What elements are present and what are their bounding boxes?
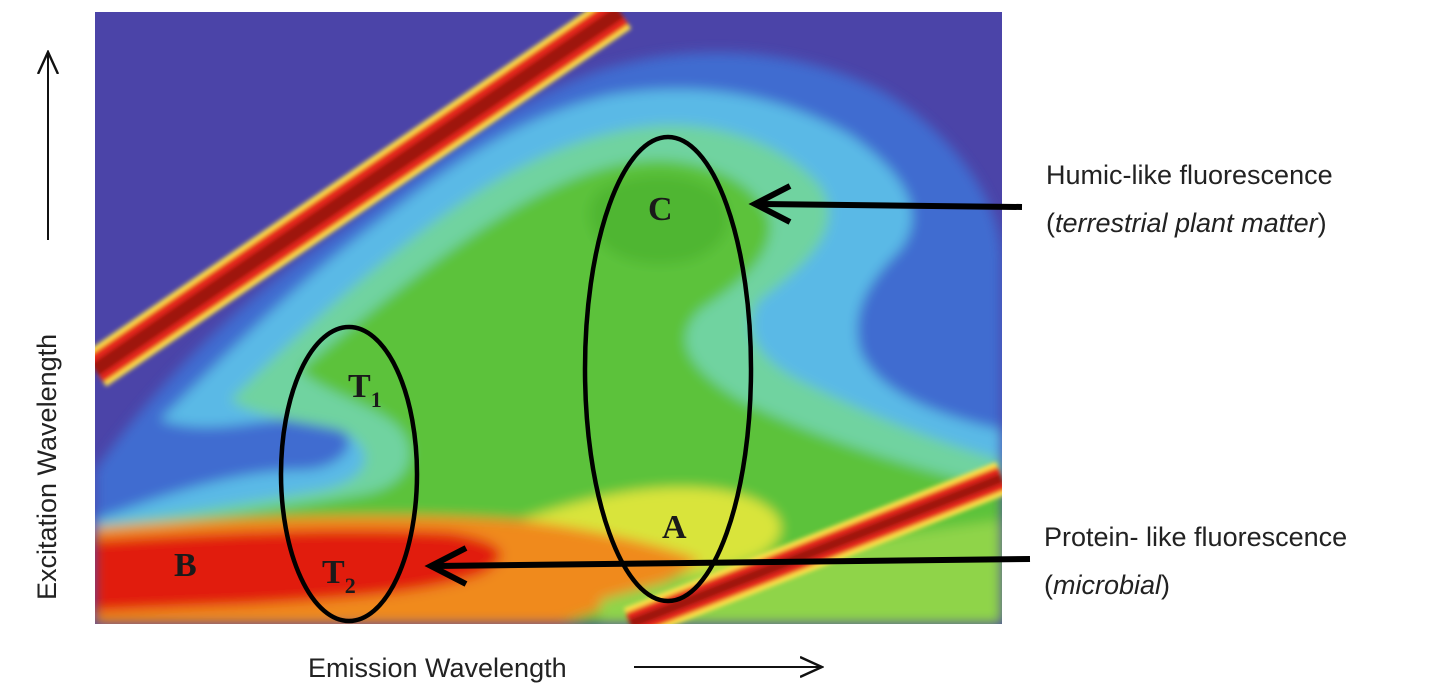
protein-annotation-line1: Protein- like fluorescence — [1044, 522, 1347, 552]
heatmap-plot — [95, 12, 1002, 624]
peak-b-label: B — [174, 547, 197, 584]
ellipse-c-a-peaks — [582, 134, 754, 604]
contour-green — [95, 160, 1002, 624]
humic-annotation-line1: Humic-like fluorescence — [1046, 160, 1333, 190]
x-axis-label: Emission Wavelength — [308, 653, 567, 683]
contour-green-core — [589, 175, 729, 264]
second-order-scatter-dark — [628, 473, 1002, 624]
humic-annotation-line2: (terrestrial plant matter) — [1046, 208, 1327, 238]
protein-arrowhead — [424, 545, 468, 587]
humic-arrowhead — [748, 183, 792, 225]
scatter-lines — [95, 12, 1002, 624]
peak-c-label: C — [648, 191, 673, 228]
peak-t1-label: T1 — [348, 368, 382, 412]
y-axis-label: Excitation Wavelength — [32, 334, 62, 600]
heatmap-contours — [95, 52, 1002, 624]
first-order-scatter-dark — [95, 12, 624, 376]
ellipse-t-peaks — [278, 324, 420, 624]
humic-arrow — [759, 201, 1023, 210]
protein-arrow — [435, 556, 1031, 569]
peak-a-label: A — [662, 509, 687, 546]
protein-annotation-line2: (microbial) — [1044, 570, 1170, 600]
peak-t2-label: T2 — [322, 554, 356, 598]
